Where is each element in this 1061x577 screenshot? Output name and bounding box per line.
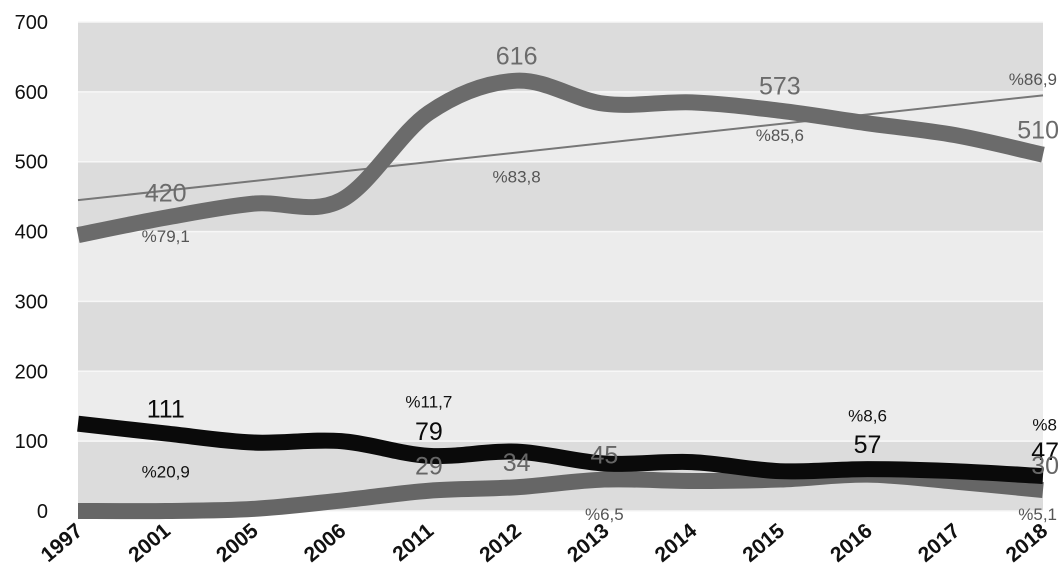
x-tick-label: 2011 <box>388 519 438 566</box>
percentage-annotations: %79,1 %83,8 %85,6 %86,9 %20,9 %11,7 %8,6 %8 %6,5… <box>142 70 1057 524</box>
background-band <box>78 22 1043 92</box>
x-tick-label: 2015 <box>738 519 789 567</box>
data-label: 616 <box>496 43 538 71</box>
percentage-annotation: %86,9 <box>1009 70 1057 89</box>
data-label: 47 <box>1031 438 1059 466</box>
y-tick-label: 0 <box>37 501 48 523</box>
series-line-0 <box>76 72 1045 243</box>
trendline <box>77 94 1044 202</box>
background-band <box>78 231 1043 302</box>
percentage-annotation: %6,5 <box>585 505 624 524</box>
series-line-1 <box>77 415 1044 485</box>
percentage-annotation: %5,1 <box>1018 505 1057 524</box>
data-labels: 420 616 573 510 111 79 57 47 29 34 45 30 <box>145 43 1059 481</box>
percentage-annotation: %79,1 <box>142 227 190 246</box>
gridlines <box>78 21 1043 512</box>
y-tick-label: 300 <box>15 291 48 313</box>
x-tick-label: 2017 <box>914 519 965 567</box>
trendline-segment <box>77 94 1044 202</box>
y-axis-tick-labels: 0 100 200 300 400 500 600 700 <box>15 12 48 523</box>
y-tick-label: 200 <box>15 361 48 383</box>
percentage-annotation: %11,7 <box>405 393 452 412</box>
data-label: 57 <box>854 431 882 459</box>
y-tick-label: 700 <box>15 12 48 34</box>
percentage-annotation: %83,8 <box>493 168 541 187</box>
x-tick-label: 2005 <box>212 519 263 567</box>
x-tick-label: 2014 <box>651 519 702 567</box>
data-label: 45 <box>590 442 618 470</box>
y-tick-label: 500 <box>15 152 48 174</box>
percentage-annotation: %20,9 <box>142 462 190 481</box>
percentage-annotation: %85,6 <box>756 126 804 145</box>
x-tick-label: 2001 <box>124 519 175 567</box>
x-tick-label: 2012 <box>475 519 526 567</box>
y-tick-label: 400 <box>15 222 48 244</box>
x-tick-label: 2018 <box>1002 519 1053 567</box>
percentage-annotation: %8 <box>1032 416 1057 435</box>
y-tick-label: 600 <box>15 82 48 104</box>
data-label: 573 <box>759 73 801 101</box>
x-tick-label: 1997 <box>37 519 88 567</box>
x-tick-label: 2006 <box>300 519 351 567</box>
background-band <box>78 371 1043 442</box>
x-axis-tick-labels: 1997 2001 2005 2006 2011 2012 2013 2014 2015 2016… <box>37 519 1053 567</box>
x-tick-label: 2013 <box>563 519 614 567</box>
background-band <box>78 161 1043 232</box>
data-label: 111 <box>147 395 185 423</box>
y-tick-label: 100 <box>15 431 48 453</box>
data-label: 510 <box>1017 117 1059 145</box>
x-tick-label: 2016 <box>826 519 877 567</box>
background-band <box>78 301 1043 372</box>
series-lines <box>76 72 1045 520</box>
data-label: 420 <box>145 180 187 208</box>
data-label: 29 <box>415 453 443 481</box>
data-label: 34 <box>503 449 531 477</box>
data-label: 79 <box>415 418 443 446</box>
data-label: 30 <box>1031 452 1059 480</box>
percentage-annotation: %8,6 <box>848 407 887 426</box>
